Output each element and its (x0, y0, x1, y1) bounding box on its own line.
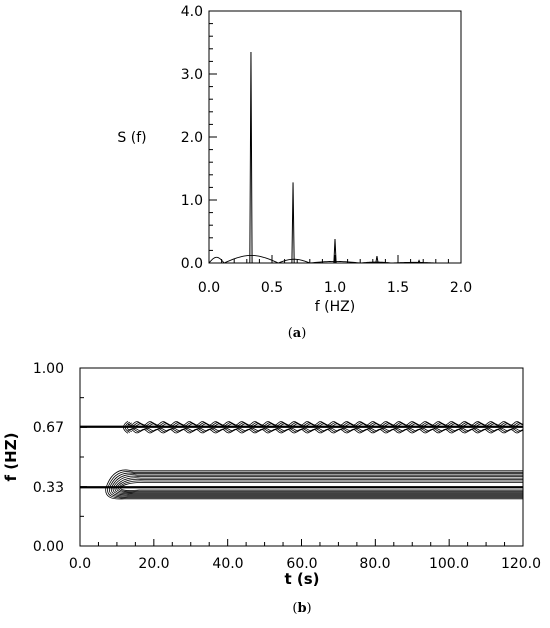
chart-b-y-tick-label: 0.67 (33, 420, 64, 436)
chart-b-x-tick-label: 20.0 (138, 556, 169, 572)
chart-a-y-tick-label: 2.0 (181, 130, 203, 146)
chart-b-y-tick-label: 0.00 (33, 539, 64, 555)
chart-a-frame (208, 10, 462, 264)
chart-a-peaks (249, 51, 421, 264)
chart-b-x-tick-label: 40.0 (212, 556, 243, 572)
chart-b-x-tick-label: 100.0 (429, 556, 469, 572)
chart-a-y-axis-label: S (f) (117, 130, 146, 146)
spectral-peak (249, 51, 253, 264)
chart-b-ticks (79, 367, 524, 547)
chart-a-x-tick-label: 0.0 (198, 280, 220, 296)
chart-b-x-tick-label: 60.0 (286, 556, 317, 572)
spectral-peak (333, 239, 337, 264)
chart-a-y-tick-label: 4.0 (181, 4, 203, 20)
chart-b-caption: (b) (292, 601, 311, 616)
spectral-peak (375, 255, 379, 264)
chart-a-caption: (a) (288, 326, 307, 341)
chart-a-ticks (208, 10, 462, 264)
spectrum-lobe (208, 256, 225, 264)
chart-a-x-tick-label: 0.5 (261, 280, 283, 296)
chart-a-x-tick-labels: 0.0 0.5 1.0 1.5 2.0 (198, 280, 472, 296)
chart-a: 0.0 0.5 1.0 1.5 2.0 0.0 1.0 2.0 3.0 4.0 … (117, 4, 472, 341)
contour-line (127, 421, 523, 426)
spectrum-lobe (391, 261, 436, 264)
caption-a-open: ( (288, 326, 293, 341)
spectrum-lobe (309, 260, 361, 264)
chart-b: 0.0 20.0 40.0 60.0 80.0 100.0 120.0 0.00… (2, 361, 541, 616)
chart-a-y-tick-label: 1.0 (181, 193, 203, 209)
caption-b-open: ( (292, 601, 297, 616)
chart-b-x-tick-labels: 0.0 20.0 40.0 60.0 80.0 100.0 120.0 (69, 556, 541, 572)
spectral-peak (417, 259, 421, 264)
contour-line (131, 427, 523, 432)
chart-b-x-tick-label: 120.0 (501, 556, 541, 572)
chart-b-x-axis-label: t (s) (284, 570, 319, 588)
caption-a-close: ) (301, 326, 306, 341)
chart-b-reference-lines (80, 425, 523, 489)
spectral-peak (291, 182, 295, 264)
chart-a-x-axis-label: f (HZ) (315, 299, 355, 315)
chart-a-x-tick-label: 2.0 (450, 280, 472, 296)
spectrum-lobe (223, 254, 279, 264)
chart-b-frame (79, 367, 524, 547)
contour-line (127, 428, 523, 434)
chart-a-x-tick-label: 1.0 (324, 280, 346, 296)
chart-a-y-tick-label: 3.0 (181, 67, 203, 83)
chart-b-x-tick-label: 80.0 (359, 556, 390, 572)
chart-b-y-tick-label: 1.00 (33, 361, 64, 377)
caption-a-letter: a (293, 326, 302, 341)
chart-b-y-tick-label: 0.33 (33, 480, 64, 496)
chart-b-y-tick-labels: 0.00 0.33 0.67 1.00 (33, 361, 64, 555)
caption-b-letter: b (297, 601, 306, 616)
chart-a-x-tick-label: 1.5 (387, 280, 409, 296)
chart-b-x-tick-label: 0.0 (69, 556, 91, 572)
chart-b-y-axis-label: f (HZ) (2, 433, 20, 482)
chart-a-y-tick-label: 0.0 (181, 256, 203, 272)
caption-b-close: ) (307, 601, 312, 616)
chart-a-y-tick-labels: 0.0 1.0 2.0 3.0 4.0 (181, 4, 203, 272)
